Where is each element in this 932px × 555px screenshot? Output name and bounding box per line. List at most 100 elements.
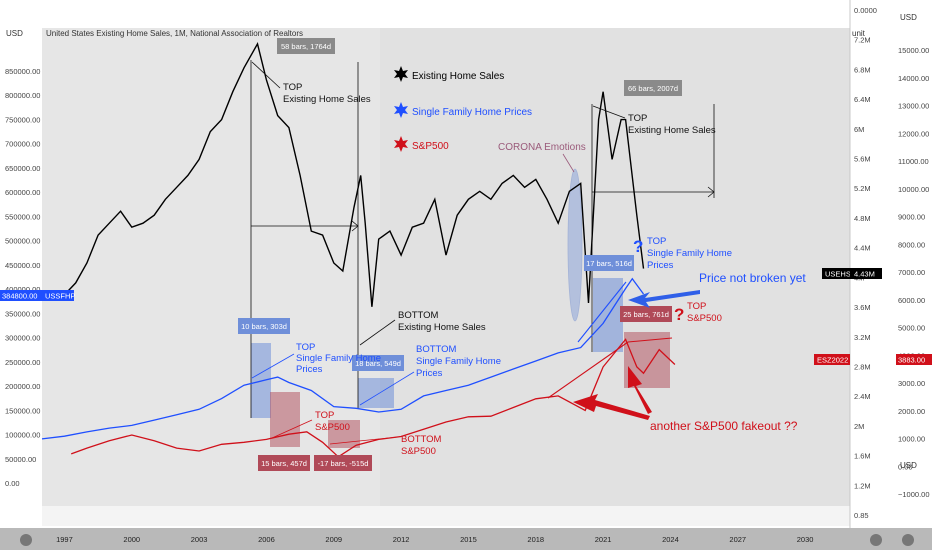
- mid-axis-tick: 2M: [854, 422, 864, 431]
- right-axis-tick: 9000.00: [898, 213, 925, 222]
- annot-top-prices-2006-l3: Prices: [296, 364, 323, 375]
- right-axis-tick: 11000.00: [898, 157, 929, 166]
- time-axis-tick: 2030: [797, 535, 814, 544]
- time-axis-tick: 2021: [595, 535, 612, 544]
- mid-axis-tick: 2.4M: [854, 392, 871, 401]
- right-axis-tick: 6000.00: [898, 296, 925, 305]
- right-axis-tick: 5000.00: [898, 324, 925, 333]
- left-axis: 850000.00 800000.00 750000.00 700000.00 6500…: [5, 67, 40, 488]
- left-axis-tick: 750000.00: [5, 115, 40, 124]
- annot-corona-emotions: CORONA Emotions: [498, 142, 586, 153]
- time-axis-tick: 2009: [325, 535, 342, 544]
- measure-label-8: -17 bars, -515d: [318, 459, 369, 468]
- badge-usehs-label-bg: [822, 268, 850, 279]
- legend-prices: Single Family Home Prices: [412, 107, 532, 118]
- annot-top-prices-2006-l2: Single Family Home: [296, 353, 381, 364]
- right-axis-tick: 3000.00: [898, 379, 925, 388]
- measure-labels: 58 bars, 1764d 66 bars, 2007d 10 bars, 3…: [238, 38, 682, 471]
- time-axis-tick: 2012: [393, 535, 410, 544]
- left-axis-tick: 100000.00: [5, 431, 40, 440]
- annot-bottom-prices-l2: Single Family Home: [416, 356, 501, 367]
- badge-es-value-bg: [896, 354, 932, 365]
- series-existing-home-sales: [41, 42, 645, 307]
- time-axis-bar: [0, 528, 932, 550]
- time-axis-tick: 1997: [56, 535, 73, 544]
- annot-top-sp-2007-l1: TOP: [315, 410, 334, 421]
- series-sp500: [70, 338, 676, 458]
- pointer-top-sales-2005: [251, 61, 281, 89]
- left-axis-tick: 50000.00: [5, 455, 36, 464]
- right-axis-tick: 1000.00: [898, 435, 925, 444]
- right-axis: 15000.00 14000.00 13000.00 12000.00 11000.00…: [898, 46, 930, 499]
- pointer-top-sp-2007: [271, 419, 313, 439]
- chart-title: United States Existing Home Sales, 1M, N…: [46, 29, 303, 38]
- annot-bottom-sp-l1: BOTTOM: [401, 434, 442, 445]
- annot-top-prices-2022-l2: Single Family Home: [647, 248, 732, 259]
- arrow-price-not-broken: [628, 290, 700, 308]
- mid-unit: unit: [852, 29, 866, 38]
- measure-label-1: 58 bars, 1764d: [281, 42, 331, 51]
- measure-label-bg-4: [352, 355, 404, 371]
- legend-marker-sales: [394, 66, 408, 82]
- auto-scale-icon[interactable]: [902, 534, 914, 546]
- annot-top-sp-2024-l1: TOP: [687, 301, 706, 312]
- price-badges: 384800.00 USSFHP USEHS 4.43M ESZ2022 388…: [0, 268, 932, 365]
- pointer-top-prices-2006: [251, 353, 295, 379]
- legend-sp500: S&P500: [412, 141, 449, 152]
- badge-usehs-value: 4.43M: [854, 270, 875, 279]
- measure-label-bg-7: [258, 455, 310, 471]
- annot-question-blue: ?: [633, 237, 643, 256]
- badge-es-label: ESZ2022: [817, 356, 848, 365]
- time-settings-icon[interactable]: [870, 534, 882, 546]
- left-unit: USD: [6, 29, 23, 38]
- left-axis-tick: 250000.00: [5, 358, 40, 367]
- mid-axis-tick: 3.6M: [854, 303, 871, 312]
- right-axis-tick: 7000.00: [898, 268, 925, 277]
- legend-sales: Existing Home Sales: [412, 71, 504, 82]
- left-axis-tick: 800000.00: [5, 91, 40, 100]
- pointer-bottom-sp: [329, 436, 399, 445]
- badge-es-value: 3883.00: [898, 356, 925, 365]
- mid-axis-tick: 1.6M: [854, 452, 871, 461]
- time-axis-tick: 2006: [258, 535, 275, 544]
- measure-label-bg-8: [314, 455, 372, 471]
- time-axis-tick: 2024: [662, 535, 679, 544]
- annot-bottom-sp-l2: S&P500: [401, 446, 436, 457]
- annot-bottom-prices-l3: Prices: [416, 368, 443, 379]
- time-axis-tick: 2003: [191, 535, 208, 544]
- measure-label-3: 10 bars, 303d: [241, 322, 287, 331]
- badge-left-price-label: USSFHP: [45, 292, 75, 301]
- badge-left-label-bg: [42, 290, 74, 301]
- mid-axis-tick: 6.4M: [854, 95, 871, 104]
- corona-ellipse: [567, 168, 583, 322]
- measure-label-bg-6: [620, 306, 672, 322]
- right-axis-tick: 12000.00: [898, 129, 929, 138]
- right-axis-tick: 14000.00: [898, 74, 929, 83]
- right-unit: USD: [900, 13, 917, 22]
- measure-label-6: 25 bars, 761d: [623, 310, 669, 319]
- left-axis-tick: 150000.00: [5, 406, 40, 415]
- measure-label-bg-5: [584, 255, 634, 271]
- mid-axis-tick: 0.85: [854, 511, 869, 520]
- measure-box-red-2007: [270, 392, 300, 447]
- annot-bottom-prices-l1: BOTTOM: [416, 344, 457, 355]
- badge-es-label-bg: [814, 354, 850, 365]
- left-axis-tick: 550000.00: [5, 212, 40, 221]
- mid-unit-bottom: USD: [900, 461, 917, 470]
- badge-usehs-value-bg: [850, 268, 882, 279]
- annot-top-prices-2006-l1: TOP: [296, 342, 315, 353]
- time-axis-tick: 2015: [460, 535, 477, 544]
- mid-axis-tick: 5.2M: [854, 184, 871, 193]
- time-axis-tick: 2027: [729, 535, 746, 544]
- left-axis-tick: 450000.00: [5, 261, 40, 270]
- left-axis-tick: 850000.00: [5, 67, 40, 76]
- badge-left-price-value: 384800.00: [2, 292, 37, 301]
- scroll-left-icon[interactable]: [20, 534, 32, 546]
- annot-top-sales-2005-l2: Existing Home Sales: [283, 94, 371, 105]
- annot-price-not-broken: Price not broken yet: [699, 271, 806, 285]
- annot-question-red: ?: [674, 305, 684, 324]
- mid-axis-tick: 2.8M: [854, 362, 871, 371]
- left-axis-tick: 500000.00: [5, 237, 40, 246]
- right-axis-tick: 13000.00: [898, 102, 929, 111]
